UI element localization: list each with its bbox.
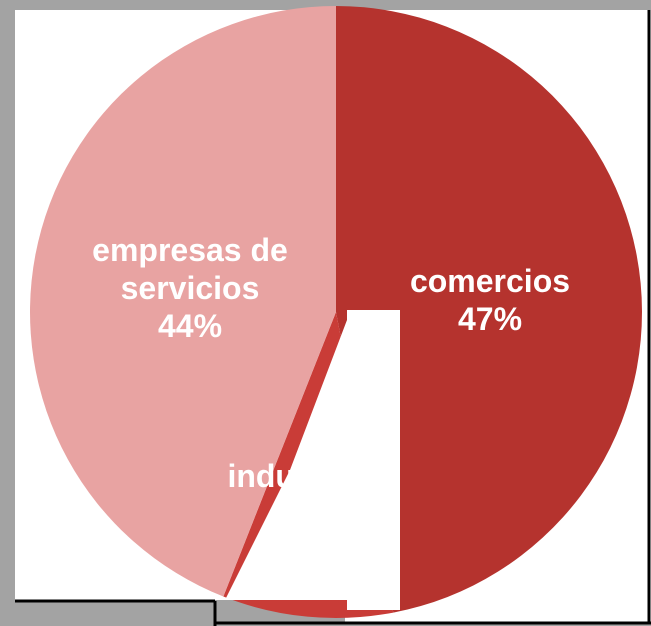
value-label: 44% [157, 308, 223, 344]
slice-label: industria [165, 457, 425, 495]
value-label: 47% [457, 301, 523, 337]
occluder [225, 320, 347, 600]
pie-slice [30, 6, 337, 597]
pie-slice [336, 6, 643, 613]
slice-label: comercios 47% [360, 262, 620, 338]
category-label: empresas de servicios [92, 232, 288, 306]
occluder [347, 310, 400, 610]
slice-label: empresas de servicios 44% [60, 231, 320, 345]
category-label: industria [227, 458, 363, 494]
category-label: comercios [409, 263, 571, 299]
